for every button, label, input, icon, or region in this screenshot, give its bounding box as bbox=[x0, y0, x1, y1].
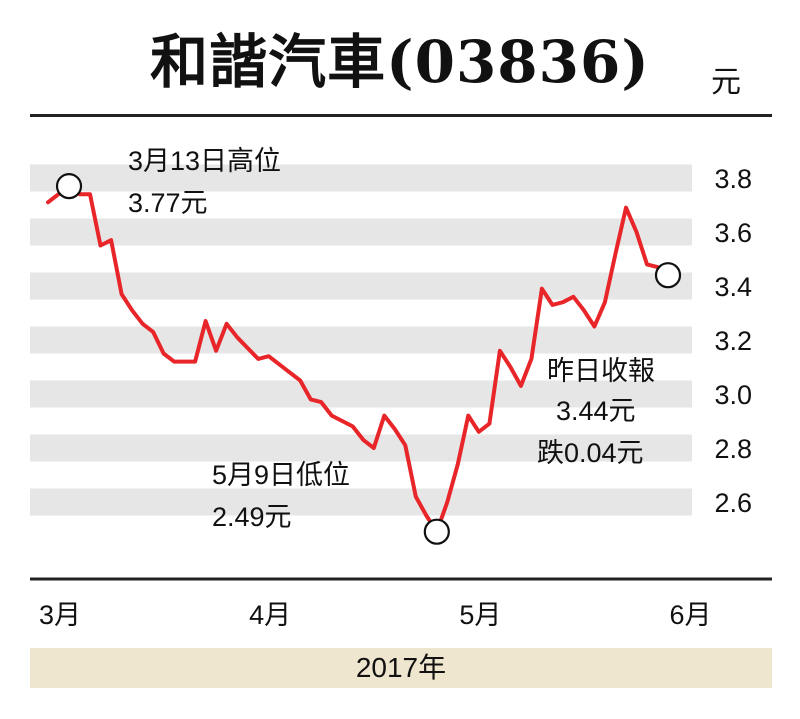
annotation-close-line1: 昨日收報 bbox=[547, 356, 655, 386]
marker-circle bbox=[654, 262, 682, 289]
y-tick-label: 2.8 bbox=[714, 434, 752, 464]
grid-band bbox=[30, 218, 692, 246]
annotation-close-line2: 3.44元 bbox=[556, 396, 636, 426]
annotation-high-line1: 3月13日高位 bbox=[128, 146, 281, 176]
markers bbox=[55, 173, 682, 545]
annotation-high-line2: 3.77元 bbox=[128, 188, 208, 218]
price-line bbox=[46, 184, 670, 534]
x-tick-label: 4月 bbox=[249, 600, 291, 630]
title-rule bbox=[30, 114, 772, 117]
y-tick-label: 2.6 bbox=[714, 488, 752, 518]
grid-band bbox=[30, 380, 692, 408]
y-tick-label: 3.2 bbox=[714, 326, 752, 356]
grid-bands bbox=[30, 164, 692, 516]
grid-band bbox=[30, 326, 692, 354]
y-tick-label: 3.6 bbox=[714, 218, 752, 248]
chart-title: 和諧汽車(03836) bbox=[150, 28, 650, 96]
unit-label: 元 bbox=[711, 66, 741, 99]
grid-band bbox=[30, 488, 692, 516]
marker-circle bbox=[55, 173, 83, 200]
x-tick-labels: 3月 4月 5月 6月 bbox=[39, 600, 712, 630]
x-tick-label: 6月 bbox=[669, 600, 711, 630]
annotation-close-line3: 跌0.04元 bbox=[537, 438, 644, 468]
grid-band bbox=[30, 164, 692, 192]
y-tick-labels: 2.6 2.8 3.0 3.2 3.4 3.6 3.8 bbox=[714, 164, 752, 518]
y-tick-label: 3.0 bbox=[714, 380, 752, 410]
price-series bbox=[46, 184, 670, 534]
marker-circle bbox=[423, 518, 450, 545]
y-tick-label: 3.4 bbox=[714, 272, 752, 302]
annotation-low-line2: 2.49元 bbox=[212, 502, 292, 532]
x-tick-label: 3月 bbox=[39, 600, 81, 630]
year-label: 2017年 bbox=[30, 648, 772, 688]
grid-band bbox=[30, 272, 692, 300]
annotation-low-line1: 5月9日低位 bbox=[212, 460, 350, 490]
x-tick-label: 5月 bbox=[459, 600, 501, 630]
y-tick-label: 3.8 bbox=[714, 164, 752, 194]
